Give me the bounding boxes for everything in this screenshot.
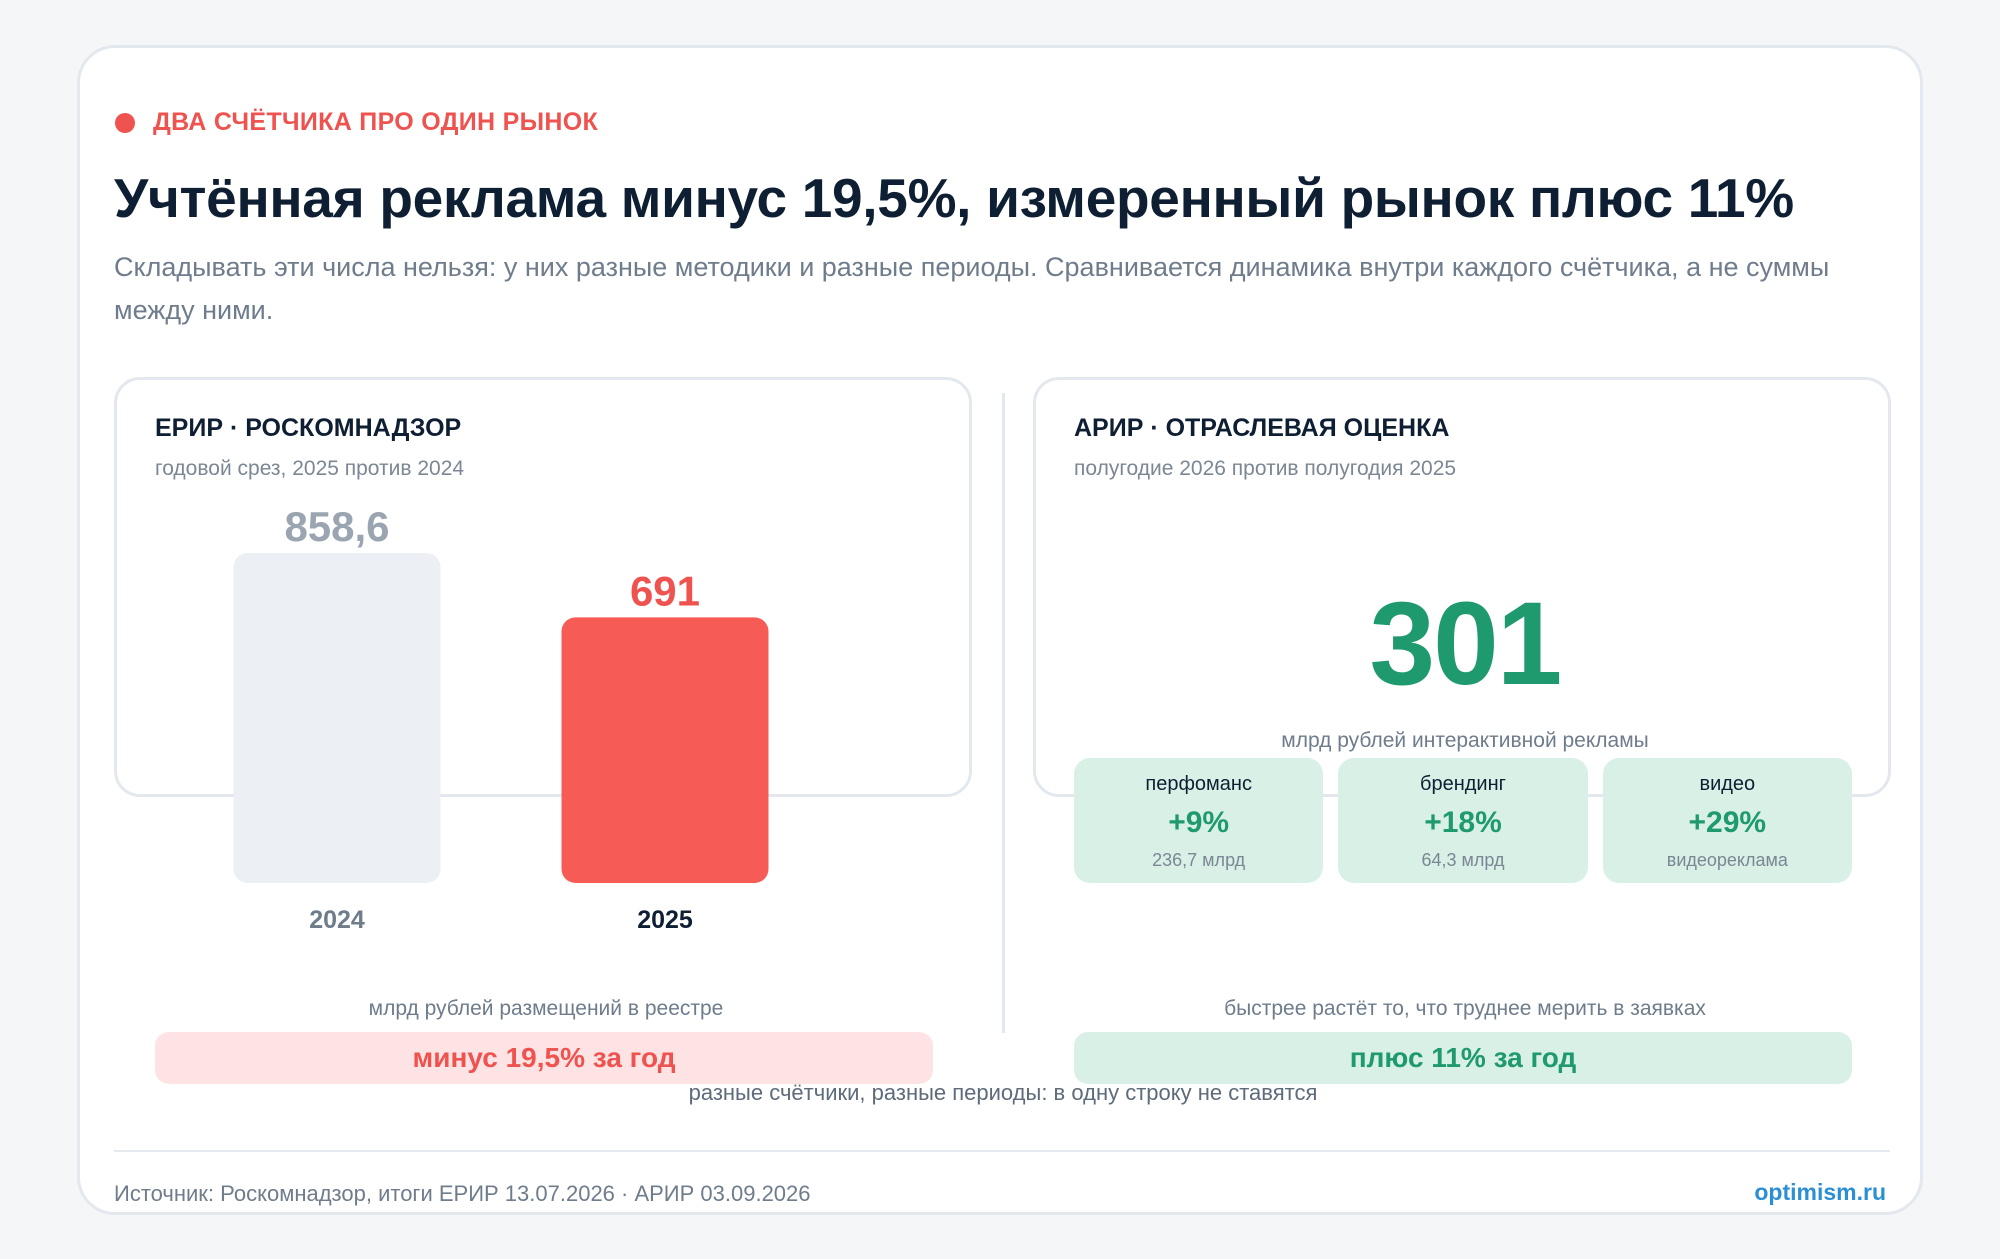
bar-chart: 858,6 2024 691 2025 (233, 503, 769, 934)
page-subtitle: Складывать эти числа нельзя: у них разны… (114, 252, 1830, 325)
kicker: ДВА СЧЁТЧИКА ПРО ОДИН РЫНОК (115, 108, 598, 137)
bar-2025 (561, 617, 769, 883)
tile-video: видео +29% видеореклама (1602, 758, 1852, 883)
tile-label: видео (1699, 773, 1756, 795)
erir-panel: ЕРИР · РОСКОМНАДЗОР годовой срез, 2025 п… (114, 377, 972, 1084)
tile-note: видеореклама (1666, 850, 1788, 870)
tile-value: +9% (1168, 806, 1230, 839)
arir-panel-subtitle: полугодие 2026 против полугодия 2025 (1074, 457, 1457, 480)
source-note: Источник: Роскомнадзор, итоги ЕРИР 13.07… (114, 1181, 811, 1206)
bar-category-label: 2025 (637, 906, 693, 934)
bar-value-label: 858,6 (284, 503, 389, 550)
arir-panel: АРИР · ОТРАСЛЕВАЯ ОЦЕНКА полугодие 2026 … (1033, 377, 1891, 1084)
tile-branding: брендинг +18% 64,3 млрд (1338, 758, 1588, 883)
bar-value-label: 691 (630, 567, 700, 614)
footer-divider (114, 1150, 1890, 1152)
erir-panel-subtitle: годовой срез, 2025 против 2024 (155, 457, 465, 480)
segment-tiles: перфоманс +9% 236,7 млрд брендинг +18% 6… (1074, 758, 1852, 883)
tile-performance: перфоманс +9% 236,7 млрд (1074, 758, 1324, 883)
arir-unit-label: быстрее растёт то, что труднее мерить в … (1224, 997, 1706, 1020)
kicker-text: ДВА СЧЁТЧИКА ПРО ОДИН РЫНОК (153, 108, 599, 136)
tile-label: перфоманс (1145, 773, 1252, 795)
red-dot-icon (115, 112, 135, 133)
erir-panel-title: ЕРИР · РОСКОМНАДЗОР (155, 414, 462, 442)
bar-category-label: 2024 (309, 906, 365, 934)
arir-big-unit: млрд рублей интерактивной рекламы (1281, 729, 1649, 752)
brand-link[interactable]: optimism.ru (1754, 1179, 1886, 1205)
bar-2024 (233, 553, 441, 883)
tile-value: +29% (1688, 806, 1767, 839)
tile-note: 64,3 млрд (1421, 850, 1505, 870)
tile-value: +18% (1424, 806, 1502, 839)
arir-big-value: 301 (1369, 578, 1563, 710)
tile-label: брендинг (1420, 773, 1506, 795)
arir-panel-title: АРИР · ОТРАСЛЕВАЯ ОЦЕНКА (1074, 414, 1450, 442)
panel-divider (1002, 393, 1005, 1033)
page-title: Учтённая реклама минус 19,5%, измеренный… (114, 167, 1794, 229)
erir-change-pill: минус 19,5% за год (155, 1032, 933, 1084)
arir-change-pill: плюс 11% за год (1074, 1032, 1852, 1084)
comparison-caption: разные счётчики, разные периоды: в одну … (688, 1080, 1318, 1105)
infographic-card: ДВА СЧЁТЧИКА ПРО ОДИН РЫНОК Учтённая рек… (77, 45, 1923, 1215)
erir-unit-label: млрд рублей размещений в реестре (368, 997, 724, 1020)
tile-note: 236,7 млрд (1152, 850, 1246, 870)
